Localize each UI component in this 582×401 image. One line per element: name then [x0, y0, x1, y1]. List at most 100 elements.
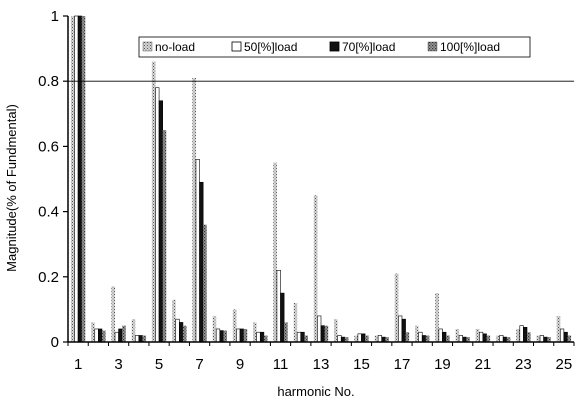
- y-tick-label: 1: [51, 8, 59, 25]
- legend-swatch: [142, 41, 153, 52]
- x-tick-label: 7: [195, 356, 203, 373]
- bar-50-load-h17: [398, 315, 403, 343]
- bar-no-load-h17: [394, 273, 399, 342]
- bar-100-load-h13: [324, 325, 329, 342]
- bar-50-load-h23: [519, 325, 524, 343]
- x-tick-label: 1: [74, 356, 82, 373]
- bar-100-load-h11: [284, 322, 288, 342]
- bar-50-load-h12: [296, 331, 302, 343]
- x-tick-label: 11: [273, 356, 289, 373]
- bar-70-load-h21: [482, 333, 487, 343]
- bar-50-load-h5: [155, 87, 160, 343]
- bar-100-load-h15: [365, 335, 369, 342]
- bar-no-load-h8: [212, 315, 217, 342]
- bar-100-load-h24: [547, 337, 551, 342]
- legend-label: 50[%]load: [244, 40, 297, 54]
- legend-label: 100[%]load: [440, 40, 500, 54]
- legend-label: 70[%]load: [342, 40, 395, 54]
- bar-no-load-h10: [253, 322, 257, 342]
- bar-no-load-h12: [293, 302, 298, 342]
- bar-70-load-h8: [219, 330, 224, 343]
- bar-100-load-h12: [304, 335, 308, 342]
- bar-70-load-h6: [179, 322, 184, 343]
- x-tick-label: 21: [475, 356, 492, 373]
- bar-no-load-h4: [131, 319, 136, 342]
- bar-100-load-h5: [162, 130, 167, 342]
- bar-no-load-h11: [273, 162, 277, 342]
- bar-70-load-h3: [118, 328, 123, 343]
- bar-70-load-h23: [523, 327, 528, 343]
- legend-swatch: [427, 41, 438, 52]
- bar-70-load-h5: [158, 100, 163, 343]
- bar-50-load-h16: [377, 335, 383, 343]
- y-tick-label: 0: [51, 334, 59, 351]
- bar-no-load-h15: [354, 335, 358, 342]
- bar-no-load-h19: [435, 293, 439, 342]
- bar-no-load-h16: [374, 335, 379, 342]
- bar-50-load-h21: [479, 331, 484, 343]
- bar-50-load-h2: [94, 328, 99, 343]
- bar-100-load-h4: [142, 335, 147, 342]
- bar-100-load-h14: [344, 337, 349, 342]
- y-tick-label: 0.2: [38, 269, 59, 286]
- x-tick-label: 15: [353, 356, 370, 373]
- bar-no-load-h21: [475, 328, 480, 342]
- bar-no-load-h9: [232, 309, 237, 342]
- bar-no-load-h14: [334, 319, 338, 342]
- bar-70-load-h9: [239, 328, 244, 343]
- bar-70-load-h2: [98, 328, 103, 343]
- bar-100-load-h16: [385, 337, 389, 342]
- bar-50-load-h1: [74, 15, 79, 343]
- x-axis-label: harmonic No.: [277, 384, 354, 399]
- bar-100-load-h9: [243, 328, 248, 342]
- bar-no-load-h3: [111, 286, 115, 342]
- bar-50-load-h15: [357, 333, 362, 343]
- bar-100-load-h6: [182, 325, 187, 342]
- bar-50-load-h20: [458, 335, 463, 343]
- axes-group: 00.20.40.60.811 3 5 7 9 11 13 15 17 19 21 23 25: [38, 8, 575, 373]
- bar-100-load-h7: [203, 224, 207, 342]
- bar-no-load-h24: [536, 335, 541, 342]
- bar-70-load-h25: [563, 331, 568, 343]
- bar-50-load-h24: [539, 335, 544, 343]
- x-tick-label: 5: [155, 356, 163, 373]
- bar-70-load-h18: [421, 335, 427, 343]
- bar-50-load-h14: [337, 335, 342, 343]
- bar-50-load-h8: [215, 328, 221, 343]
- bar-50-load-h3: [114, 331, 119, 343]
- bar-no-load-h25: [556, 315, 561, 342]
- bar-50-load-h9: [236, 328, 241, 343]
- bar-no-load-h13: [313, 195, 318, 342]
- bar-70-load-h19: [442, 331, 447, 343]
- bar-no-load-h23: [516, 328, 520, 342]
- bar-100-load-h19: [446, 335, 450, 342]
- bar-100-load-h21: [486, 335, 491, 342]
- bar-no-load-h6: [172, 299, 176, 342]
- bar-70-load-h4: [138, 335, 143, 343]
- legend-swatch: [231, 41, 242, 52]
- x-tick-label: 19: [434, 356, 451, 373]
- x-tick-label: 3: [114, 356, 122, 373]
- x-tick-label: 9: [236, 356, 244, 373]
- legend: no-load 50[%]load 70[%]load 100[%]load: [138, 36, 531, 58]
- bar-no-load-h5: [151, 61, 156, 342]
- x-tick-label: 17: [394, 356, 411, 373]
- legend-swatch: [329, 41, 340, 52]
- y-tick-label: 0.6: [38, 138, 59, 155]
- bar-70-load-h13: [320, 325, 325, 343]
- bar-70-load-h7: [199, 181, 204, 343]
- bar-no-load-h22: [495, 335, 500, 342]
- bar-70-load-h10: [259, 331, 265, 343]
- bar-100-load-h1: [81, 16, 86, 342]
- bar-70-load-h1: [77, 15, 83, 343]
- bar-50-load-h22: [499, 335, 504, 343]
- bar-50-load-h25: [559, 328, 565, 343]
- bar-70-load-h12: [300, 331, 305, 343]
- legend-label: no-load: [155, 40, 195, 54]
- bar-100-load-h18: [425, 335, 430, 342]
- bar-70-load-h11: [280, 292, 285, 343]
- bar-100-load-h3: [122, 325, 126, 342]
- bar-no-load-h20: [455, 328, 460, 342]
- bar-50-load-h4: [134, 335, 140, 343]
